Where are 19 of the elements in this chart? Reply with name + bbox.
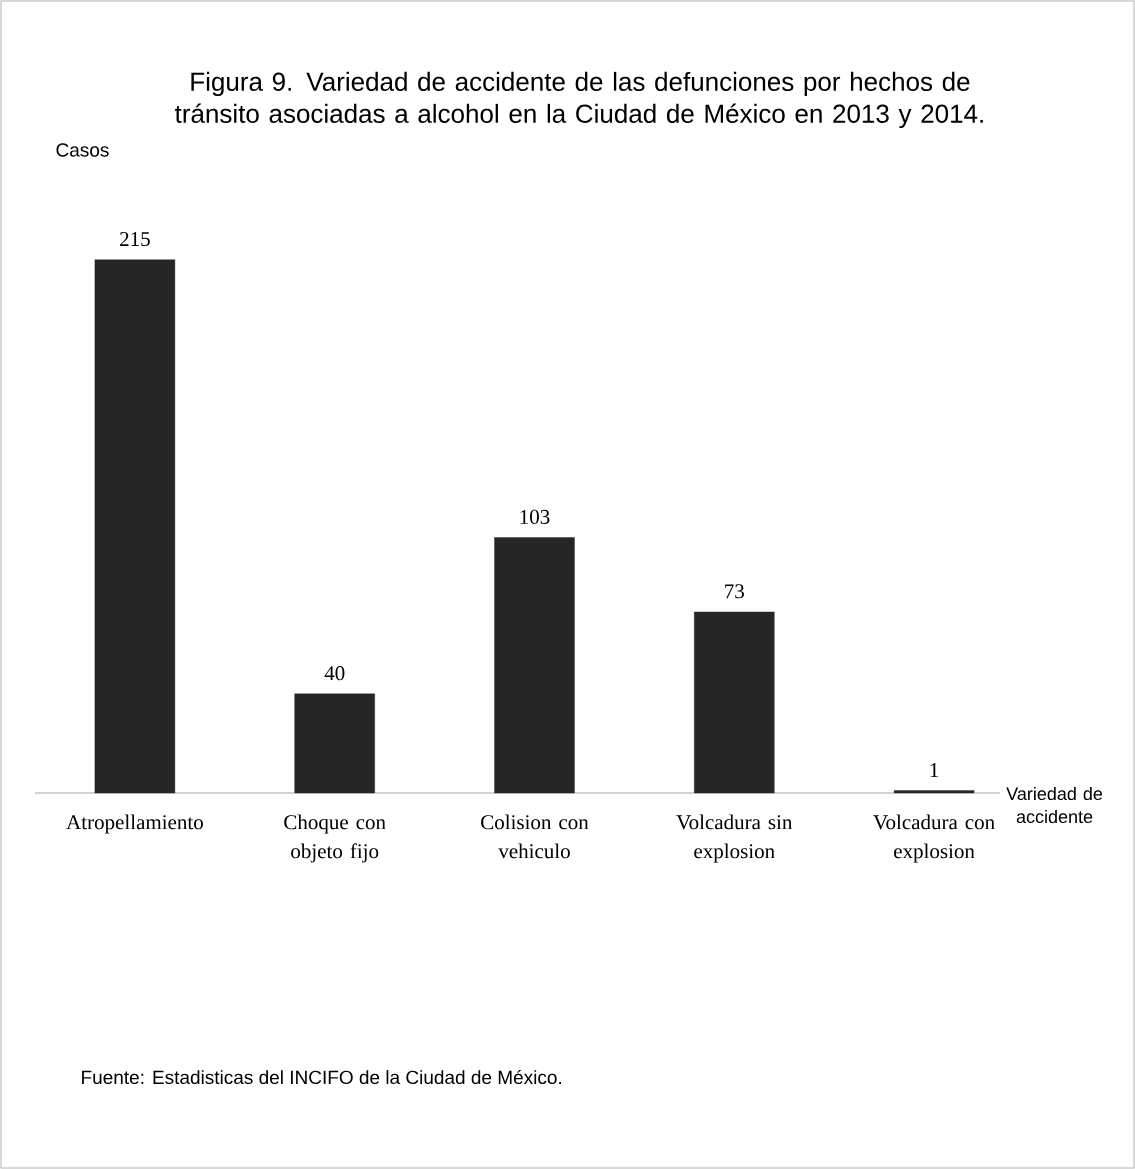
chart-title: Figura 9. Variedad de accidente de las defunciones por hechos de tránsito asociadas a alcohol en la Ciudad de México en 2013 y 2014.: [174, 71, 983, 129]
x-tick-label: Volcadura con explosion: [873, 814, 995, 863]
data-label: 103: [520, 509, 550, 524]
source-note: Fuente: Estadisticas del INCIFO de la Ciudad de México.: [82, 1069, 561, 1085]
data-label: 73: [725, 584, 744, 599]
bar: [893, 790, 975, 794]
text: Casos: [56, 143, 109, 157]
x-axis-title: Variedad de accidente: [1006, 786, 1103, 824]
data-label: 1: [930, 763, 939, 777]
data-label: 40: [324, 666, 345, 681]
x-tick-label: Choque con objeto fijo: [284, 814, 386, 863]
x-tick-label: Colision con vehiculo: [481, 814, 589, 859]
bar: [494, 537, 575, 794]
data-label: 215: [120, 232, 150, 247]
x-tick-label: Atropellamiento: [66, 814, 203, 834]
bar: [694, 611, 775, 794]
x-tick-label: Volcadura sin explosion: [676, 814, 793, 863]
bar: [294, 693, 375, 794]
bar: [94, 259, 176, 794]
